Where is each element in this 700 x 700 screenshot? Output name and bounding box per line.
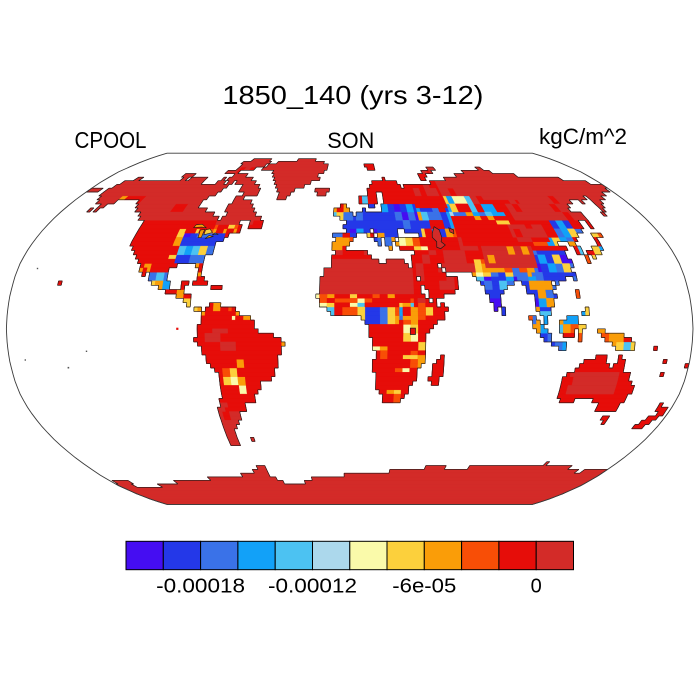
svg-text:SON: SON bbox=[327, 128, 374, 153]
svg-text:kgC/m^2: kgC/m^2 bbox=[539, 124, 627, 149]
svg-text:1850_140 (yrs 3-12): 1850_140 (yrs 3-12) bbox=[222, 80, 483, 110]
svg-text:-0.00018: -0.00018 bbox=[156, 576, 245, 598]
svg-text:0: 0 bbox=[531, 576, 542, 598]
svg-text:-0.00012: -0.00012 bbox=[268, 576, 357, 598]
svg-text:-6e-05: -6e-05 bbox=[392, 576, 456, 598]
svg-text:CPOOL: CPOOL bbox=[75, 127, 147, 153]
